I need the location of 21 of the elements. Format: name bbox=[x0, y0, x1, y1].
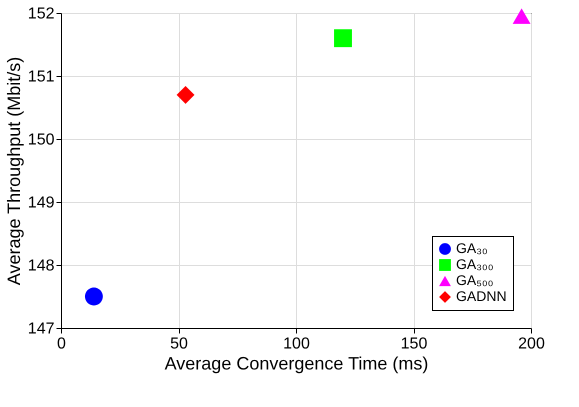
point bbox=[334, 29, 352, 48]
y-tick-label: 147 bbox=[28, 320, 55, 338]
legend-label: GA₃₀₀ bbox=[456, 256, 494, 272]
legend-label: GADNN bbox=[456, 288, 507, 304]
y-tick-label: 149 bbox=[28, 194, 55, 212]
y-tick-label: 151 bbox=[28, 68, 55, 86]
x-tick-label: 50 bbox=[170, 336, 188, 352]
y-tick-label: 152 bbox=[28, 6, 55, 22]
y-tick-label: 150 bbox=[28, 132, 55, 148]
x-axis-title: Average Convergence Time (ms) bbox=[164, 354, 428, 374]
legend-label: GA₅₀₀ bbox=[456, 272, 494, 288]
point bbox=[512, 8, 531, 24]
x-tick-label: 150 bbox=[400, 336, 428, 352]
x-tick-label: 200 bbox=[518, 336, 545, 352]
point bbox=[176, 86, 194, 104]
x-tick-label: 100 bbox=[283, 336, 310, 352]
y-axis-title: Average Throughput (Mbit/s) bbox=[4, 56, 24, 286]
y-tick-label: 148 bbox=[28, 258, 55, 274]
point bbox=[84, 288, 103, 306]
legend-label: GA₃₀ bbox=[456, 240, 488, 256]
x-tick-label: 0 bbox=[57, 336, 66, 352]
